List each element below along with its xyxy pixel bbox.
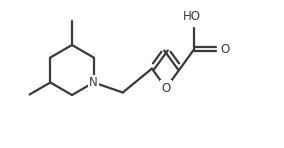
Text: N: N <box>89 76 98 89</box>
Text: HO: HO <box>183 10 201 22</box>
Text: O: O <box>161 82 171 95</box>
Text: O: O <box>221 43 230 56</box>
